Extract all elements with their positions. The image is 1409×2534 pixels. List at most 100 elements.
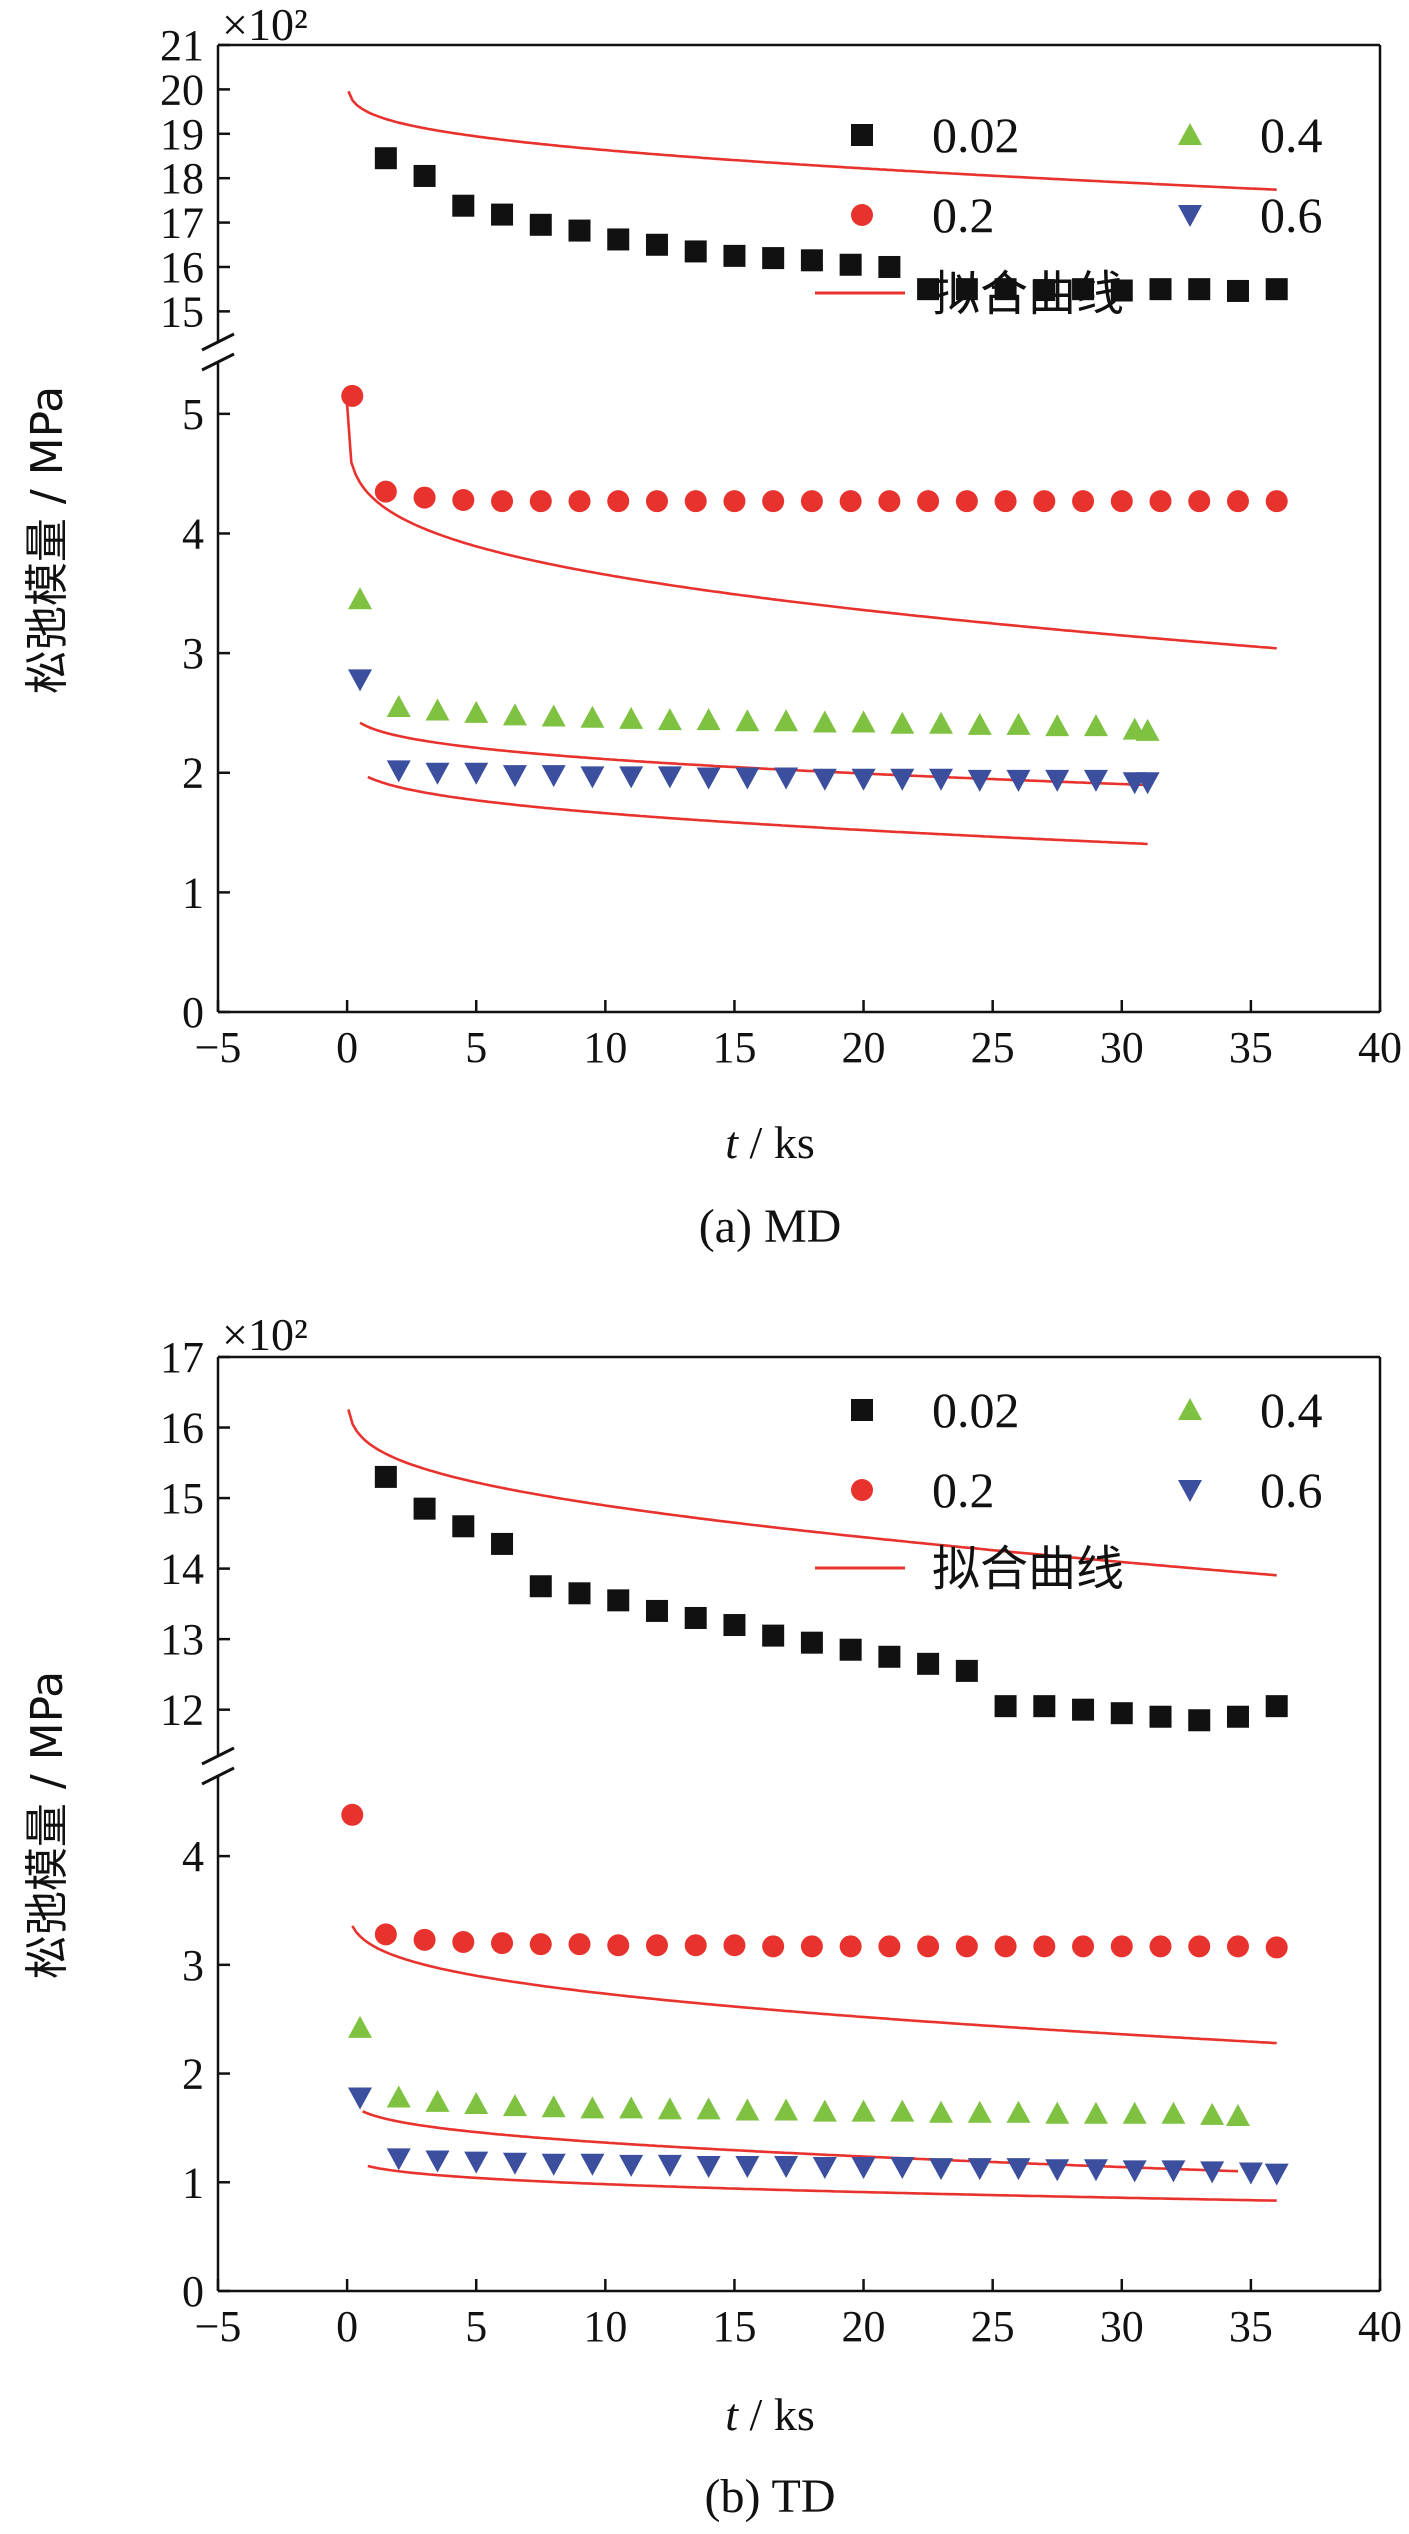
data-point-0.4 bbox=[929, 711, 954, 734]
data-point-0.4 bbox=[1161, 2101, 1186, 2124]
data-point-0.2 bbox=[1265, 1936, 1288, 1959]
legend-label: 0.6 bbox=[1260, 1462, 1323, 1518]
data-point-0.02 bbox=[878, 1645, 901, 1668]
data-point-0.02 bbox=[568, 1582, 591, 1605]
data-point-0.02 bbox=[955, 278, 978, 301]
fit-curve-0.4 bbox=[362, 2110, 1239, 2173]
legend-label: 0.6 bbox=[1260, 187, 1323, 243]
legend-label: 0.2 bbox=[932, 187, 995, 243]
x-tick-label: 10 bbox=[583, 1023, 627, 1072]
data-point-0.4 bbox=[1200, 2102, 1225, 2125]
x-axis-label-unit: / ks bbox=[738, 1117, 815, 1168]
data-point-0.02 bbox=[413, 164, 436, 187]
data-point-0.4 bbox=[1225, 2103, 1250, 2126]
data-point-0.2 bbox=[762, 490, 785, 513]
data-point-0.6 bbox=[386, 760, 411, 783]
data-point-0.2 bbox=[994, 1935, 1017, 1958]
x-axis-label-unit: / ks bbox=[738, 2389, 815, 2440]
legend-label: 0.4 bbox=[1260, 107, 1323, 163]
data-point-0.2 bbox=[1226, 490, 1249, 513]
data-point-0.2 bbox=[839, 490, 862, 513]
y-tick-label: 19 bbox=[160, 110, 204, 159]
data-point-0.4 bbox=[386, 2085, 411, 2108]
data-point-0.6 bbox=[580, 2153, 605, 2176]
data-point-0.02 bbox=[607, 228, 630, 251]
data-point-0.4 bbox=[657, 2097, 682, 2120]
data-point-0.4 bbox=[967, 712, 992, 735]
axis-break-mark bbox=[201, 332, 235, 372]
data-point-0.6 bbox=[502, 765, 527, 788]
data-point-0.02 bbox=[1072, 278, 1095, 301]
data-point-0.4 bbox=[580, 705, 605, 728]
data-point-0.02 bbox=[607, 1589, 630, 1612]
data-point-0.2 bbox=[341, 1803, 364, 1826]
x-tick-label: 15 bbox=[712, 2302, 756, 2351]
data-point-0.2 bbox=[413, 1928, 436, 1951]
data-point-0.4 bbox=[696, 708, 721, 731]
data-point-0.02 bbox=[684, 1606, 707, 1629]
y-tick-label: 4 bbox=[182, 1832, 204, 1881]
x-tick-label: 15 bbox=[712, 1023, 756, 1072]
y-axis-label: 松弛模量 / MPa bbox=[22, 386, 73, 694]
data-point-0.6 bbox=[890, 768, 915, 791]
y-tick-label: 2 bbox=[182, 749, 204, 798]
y-tick-label: 21 bbox=[160, 21, 204, 70]
data-point-0.2 bbox=[723, 1934, 746, 1957]
data-point-0.02 bbox=[917, 1652, 940, 1675]
x-tick-label: 35 bbox=[1229, 2302, 1273, 2351]
data-point-0.02 bbox=[994, 1695, 1017, 1718]
data-point-0.2 bbox=[645, 1934, 668, 1957]
data-point-0.02 bbox=[491, 203, 514, 226]
data-point-0.2 bbox=[1149, 1935, 1172, 1958]
data-point-0.6 bbox=[967, 769, 992, 792]
data-point-0.4 bbox=[735, 2098, 760, 2121]
data-point-0.6 bbox=[541, 2153, 566, 2176]
x-tick-label: −5 bbox=[195, 2302, 242, 2351]
series-0.2 bbox=[341, 384, 1288, 650]
data-point-0.6 bbox=[1135, 772, 1160, 795]
data-point-0.6 bbox=[580, 766, 605, 789]
data-point-0.6 bbox=[696, 767, 721, 790]
data-point-0.6 bbox=[696, 2155, 721, 2178]
data-point-0.2 bbox=[491, 490, 514, 513]
legend-marker-0.4 bbox=[1178, 1398, 1202, 1420]
data-point-0.4 bbox=[735, 709, 760, 732]
data-point-0.2 bbox=[1265, 490, 1288, 513]
fit-curve-0.6 bbox=[367, 2164, 1277, 2202]
data-point-0.2 bbox=[413, 486, 436, 509]
data-point-0.02 bbox=[645, 233, 668, 256]
legend-marker-0.2 bbox=[851, 1479, 873, 1501]
data-point-0.6 bbox=[890, 2157, 915, 2180]
x-tick-label: 20 bbox=[842, 1023, 886, 1072]
data-point-0.02 bbox=[491, 1532, 514, 1555]
data-point-0.2 bbox=[1110, 490, 1133, 513]
legend-label: 0.2 bbox=[932, 1462, 995, 1518]
data-point-0.02 bbox=[1149, 1705, 1172, 1728]
data-point-0.02 bbox=[1110, 279, 1133, 302]
data-point-0.4 bbox=[464, 700, 489, 723]
data-point-0.4 bbox=[464, 2091, 489, 2114]
y-tick-label: 17 bbox=[160, 199, 204, 248]
data-point-0.4 bbox=[890, 2099, 915, 2122]
data-point-0.4 bbox=[696, 2097, 721, 2120]
y-tick-label: 15 bbox=[160, 1474, 204, 1523]
y-tick-label: 3 bbox=[182, 629, 204, 678]
x-tick-label: 40 bbox=[1358, 1023, 1402, 1072]
data-point-0.02 bbox=[1110, 1702, 1133, 1725]
data-point-0.02 bbox=[800, 1631, 823, 1654]
fit-curve-0.02 bbox=[347, 1409, 1277, 1577]
x-axis-label-var: t bbox=[725, 2389, 739, 2440]
legend: 0.02 0.4 0.2 0.6 拟合曲线 bbox=[815, 107, 1323, 322]
y-tick-label: 5 bbox=[182, 390, 204, 439]
data-point-0.4 bbox=[1135, 718, 1160, 741]
axis-multiplier: ×10² bbox=[222, 1309, 308, 1360]
data-point-0.6 bbox=[1200, 2161, 1225, 2184]
y-tick-label: 1 bbox=[182, 868, 204, 917]
data-point-0.6 bbox=[1083, 769, 1108, 792]
legend-label: 0.4 bbox=[1260, 1382, 1323, 1438]
data-point-0.6 bbox=[657, 766, 682, 789]
fit-curve-0.6 bbox=[367, 775, 1148, 846]
data-point-0.4 bbox=[1045, 2101, 1070, 2124]
data-point-0.2 bbox=[452, 1930, 475, 1953]
